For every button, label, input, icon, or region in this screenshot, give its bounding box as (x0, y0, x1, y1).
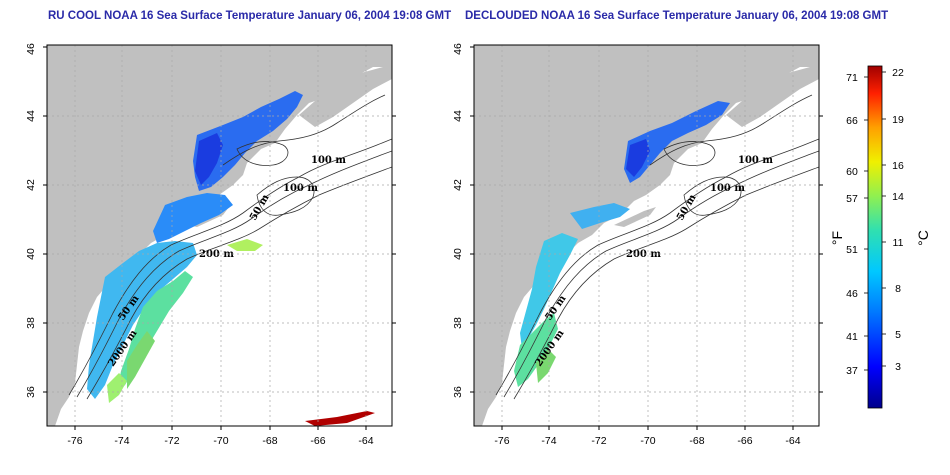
c-tick-22: 22 (892, 67, 904, 79)
sst-patch-ne-shelf (153, 193, 233, 243)
depth-contours (495, 94, 819, 400)
f-tick-60: 60 (846, 166, 858, 178)
contour-label-100m-a: 100 m (311, 155, 346, 166)
lon-tick-72: -72 (591, 435, 606, 447)
panel-2-lon-axis: -76 -74 -72 -70 -68 -66 -64 (494, 426, 801, 447)
lat-tick-46: 46 (452, 43, 464, 55)
sst-patch-ne-shelf (570, 203, 630, 229)
panel-2-lat-axis: 36 38 40 42 44 46 (452, 43, 823, 398)
contour-label-100m-a: 100 m (738, 155, 773, 166)
f-tick-57: 57 (846, 193, 858, 205)
lon-tick-74: -74 (541, 435, 556, 447)
f-tick-46: 46 (846, 288, 858, 300)
lon-tick-76: -76 (494, 435, 509, 447)
c-tick-8: 8 (895, 283, 901, 295)
lat-tick-40: 40 (25, 248, 37, 260)
panel-1-lon-axis: -76 -74 -72 -70 -68 -66 -64 (67, 426, 374, 447)
f-tick-37: 37 (846, 365, 858, 377)
lon-tick-68: -68 (689, 435, 704, 447)
lat-tick-42: 42 (452, 179, 464, 191)
panel-1-frame (46, 44, 393, 427)
contour-label-100m-b: 100 m (710, 183, 745, 194)
lat-tick-42: 42 (25, 179, 37, 191)
lat-tick-36: 36 (452, 386, 464, 398)
sst-patch-gulfstream-warm (305, 411, 375, 426)
f-tick-41: 41 (846, 331, 858, 343)
lon-tick-64: -64 (785, 435, 800, 447)
c-tick-14: 14 (892, 191, 904, 203)
panel-1-grid (47, 45, 392, 426)
f-tick-66: 66 (846, 115, 858, 127)
lat-tick-38: 38 (25, 317, 37, 329)
sst-patch-mid-atlantic (87, 241, 197, 399)
sst-patch-gulf-maine (624, 101, 730, 183)
lat-tick-40: 40 (452, 248, 464, 260)
lat-tick-46: 46 (25, 43, 37, 55)
c-tick-5: 5 (895, 329, 901, 341)
panel-1-map: 100 m 100 m 50 m 200 m 50 m 2000 m (47, 45, 392, 426)
colorbar: 71 66 60 57 51 46 41 37 22 19 16 14 11 8… (829, 65, 931, 409)
panel-2-grid (474, 45, 819, 426)
lon-tick-66: -66 (310, 435, 325, 447)
sst-patch-maine-coast (195, 133, 223, 185)
depth-contours (68, 94, 392, 400)
celsius-label: °C (915, 230, 931, 246)
panel-2-map: 100 m 100 m 50 m 200 m 50 m 2000 m (474, 45, 819, 426)
lat-tick-36: 36 (25, 386, 37, 398)
c-tick-19: 19 (892, 114, 904, 126)
contour-label-200m: 200 m (626, 249, 661, 260)
nova-scotia (726, 67, 819, 127)
sst-patch-warm-offshore (227, 239, 263, 251)
lat-tick-38: 38 (452, 317, 464, 329)
sst-patch-gulfstream (536, 349, 556, 383)
c-tick-11: 11 (893, 237, 904, 249)
nova-scotia (299, 67, 392, 127)
lon-tick-66: -66 (737, 435, 752, 447)
colorbar-gradient (867, 65, 883, 409)
panel-2-title: DECLOUDED NOAA 16 Sea Surface Temperatur… (465, 10, 889, 22)
fahrenheit-label: °F (829, 231, 845, 245)
contour-label-200m: 200 m (199, 249, 234, 260)
sst-patch-gulf-maine (193, 91, 303, 191)
f-tick-71: 71 (846, 72, 858, 84)
lon-tick-74: -74 (114, 435, 129, 447)
lon-tick-76: -76 (67, 435, 82, 447)
lon-tick-72: -72 (164, 435, 179, 447)
lat-tick-44: 44 (452, 110, 464, 122)
lon-tick-70: -70 (213, 435, 228, 447)
lat-tick-44: 44 (25, 110, 37, 122)
lon-tick-64: -64 (358, 435, 373, 447)
sst-patch-shelf-edge (514, 313, 558, 387)
panel-2-frame (473, 44, 820, 427)
land-mass (474, 45, 819, 426)
c-tick-3: 3 (895, 361, 901, 373)
c-tick-16: 16 (892, 160, 904, 172)
sst-patch-gulfstream (127, 331, 155, 389)
long-island (614, 207, 656, 227)
panel-1-lat-axis: 36 38 40 42 44 46 (25, 43, 396, 398)
lon-tick-68: -68 (262, 435, 277, 447)
panel-1-title: RU COOL NOAA 16 Sea Surface Temperature … (48, 10, 452, 22)
lon-tick-70: -70 (640, 435, 655, 447)
land-mass (47, 45, 392, 426)
contour-label-100m-b: 100 m (283, 183, 318, 194)
f-tick-51: 51 (846, 244, 858, 256)
sst-patch-maine-coast (626, 139, 650, 177)
